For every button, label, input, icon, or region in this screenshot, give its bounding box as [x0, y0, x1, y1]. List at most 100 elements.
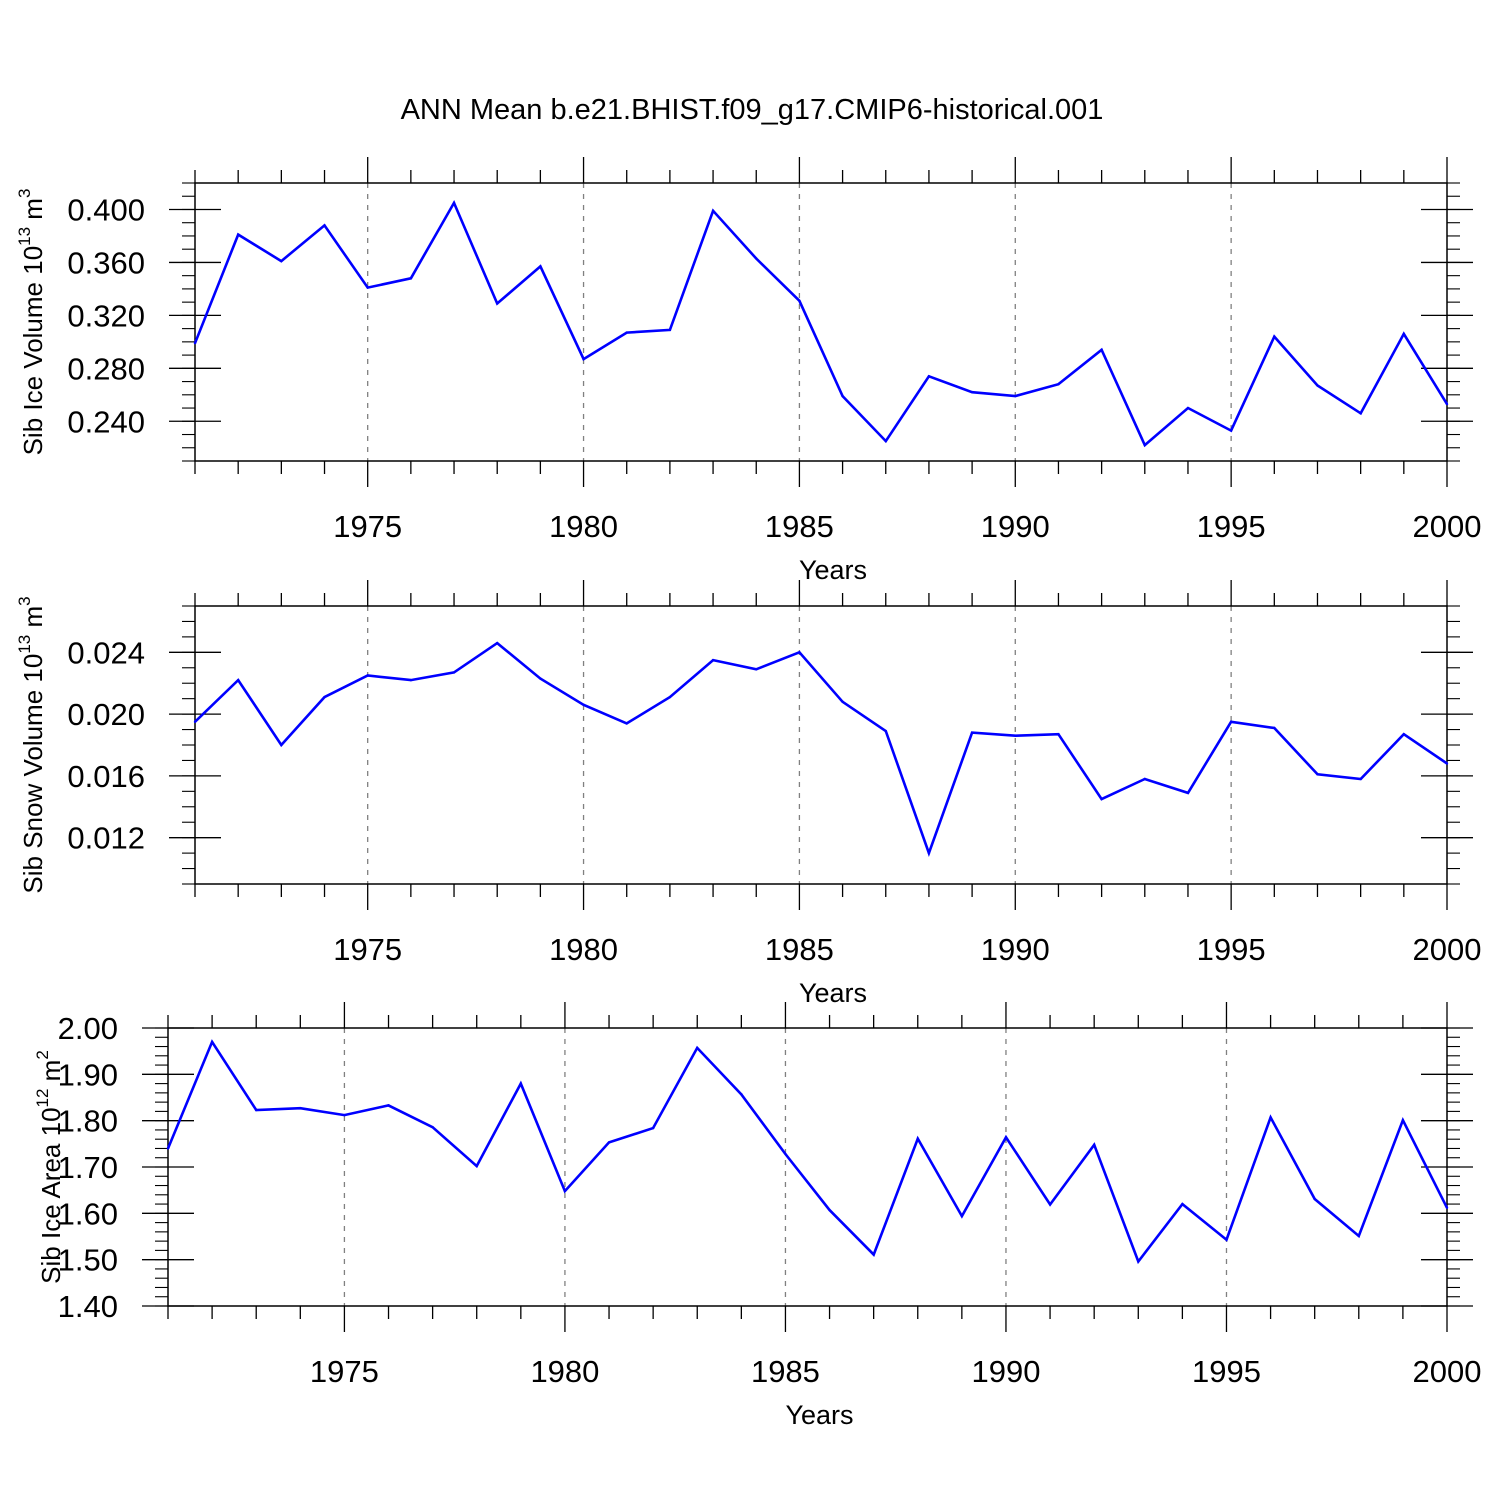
data-point: [539, 677, 542, 680]
data-point: [1359, 777, 1362, 781]
data-point: [366, 674, 369, 677]
x-tick-label: 1975: [310, 1354, 379, 1389]
data-point: [366, 286, 369, 289]
data-point: [711, 658, 715, 662]
data-point: [668, 695, 672, 699]
y-tick-label: 1.50: [58, 1243, 118, 1278]
y-tick-label: 0.012: [67, 821, 145, 856]
y-axis-label-text: Sib Ice Volume 10: [18, 246, 48, 456]
data-point: [927, 375, 931, 378]
y-tick-label: 1.60: [58, 1196, 118, 1231]
data-point: [539, 265, 542, 268]
data-point: [496, 641, 499, 645]
data-point: [280, 743, 283, 747]
data-point: [884, 729, 887, 733]
x-tick-label: 1980: [549, 932, 618, 967]
data-point: [1445, 1206, 1449, 1209]
y-tick-label: 1.80: [58, 1104, 118, 1139]
y-tick-label: 0.240: [67, 404, 145, 439]
x-tick-label: 1995: [1192, 1354, 1261, 1389]
y-axis-label-sup: 13: [15, 635, 34, 654]
data-point: [409, 678, 413, 682]
data-point: [1143, 443, 1146, 447]
data-point: [582, 703, 585, 707]
series-line: [194, 641, 1448, 857]
data-point: [1048, 1203, 1052, 1206]
data-point: [625, 331, 628, 334]
data-point: [625, 722, 628, 725]
data-point: [475, 1164, 478, 1168]
chart-panel-1: 0.240 0.280 0.320 0.360 0.400 1975 1980 1985 199…: [15, 157, 1481, 585]
series-line: [193, 199, 1449, 448]
data-point: [1273, 726, 1276, 730]
data-point: [841, 700, 844, 703]
data-point: [872, 1253, 875, 1256]
data-point: [1269, 1116, 1272, 1119]
data-point: [409, 277, 413, 280]
data-point: [563, 1189, 567, 1193]
y-tick-label: 1.40: [58, 1289, 118, 1324]
x-tick-label: 1985: [765, 932, 834, 967]
data-point: [1225, 1238, 1228, 1241]
data-point: [798, 299, 801, 303]
data-point: [1143, 777, 1146, 781]
data-point: [343, 1113, 346, 1117]
data-point: [1357, 1234, 1360, 1238]
chart-panel-3: 1.40 1.50 1.60 1.70 1.80 1.90 2.00 1975 1980 1985…: [33, 1002, 1481, 1430]
data-point: [884, 439, 887, 443]
data-point: [1316, 384, 1319, 387]
x-tick-label: 1980: [530, 1354, 599, 1389]
data-point: [960, 1214, 964, 1218]
data-point: [193, 341, 197, 345]
data-point: [387, 1104, 390, 1107]
data-point: [828, 1208, 831, 1212]
data-point: [236, 678, 240, 682]
data-point: [1057, 732, 1060, 736]
y-axis-label: Sib Snow Volume 1013 m3: [15, 596, 48, 893]
data-point: [755, 668, 758, 671]
data-point: [970, 390, 974, 394]
series-line: [166, 1039, 1449, 1265]
x-tick-label: 1975: [333, 932, 402, 967]
y-tick-label: 1.90: [58, 1057, 118, 1092]
data-point: [323, 695, 326, 699]
data-point: [711, 209, 715, 212]
data-point: [927, 851, 931, 855]
y-tick-label: 0.020: [67, 697, 145, 732]
data-point: [1181, 1202, 1184, 1206]
x-axis-label: Years: [799, 555, 867, 585]
y-axis-label-sup: 13: [15, 227, 34, 246]
data-point: [1445, 402, 1449, 406]
data-point: [841, 394, 844, 398]
data-point: [193, 720, 197, 724]
y-tick-label: 0.400: [67, 192, 145, 227]
data-point: [784, 1152, 787, 1156]
x-axis-label: Years: [799, 978, 867, 1008]
y-tick-label: 0.360: [67, 245, 145, 280]
x-tick-label: 1990: [981, 932, 1050, 967]
data-point: [1100, 348, 1103, 351]
data-point: [740, 1093, 743, 1096]
data-point: [798, 651, 801, 654]
data-point: [236, 233, 240, 236]
y-axis-label: Sib Ice Volume 1013 m3: [15, 189, 48, 456]
data-point: [280, 259, 283, 263]
x-tick-label: 1990: [981, 509, 1050, 544]
data-point: [1137, 1260, 1140, 1263]
y-tick-label: 0.024: [67, 635, 145, 670]
x-tick-label: 1975: [333, 509, 402, 544]
data-point: [519, 1082, 523, 1085]
data-point: [299, 1106, 302, 1110]
data-point: [1401, 1119, 1405, 1122]
data-point: [1092, 1143, 1096, 1146]
data-point: [452, 671, 456, 674]
data-point: [607, 1141, 611, 1144]
data-point: [1273, 335, 1276, 338]
x-tick-label: 1995: [1197, 932, 1266, 967]
x-tick-label: 1995: [1197, 509, 1266, 544]
y-tick-label: 1.70: [58, 1150, 118, 1185]
data-point: [582, 357, 585, 361]
chart-panel-2: 0.012 0.016 0.020 0.024 1975 1980 1985 1990 1995…: [15, 580, 1481, 1008]
data-point: [255, 1108, 258, 1112]
